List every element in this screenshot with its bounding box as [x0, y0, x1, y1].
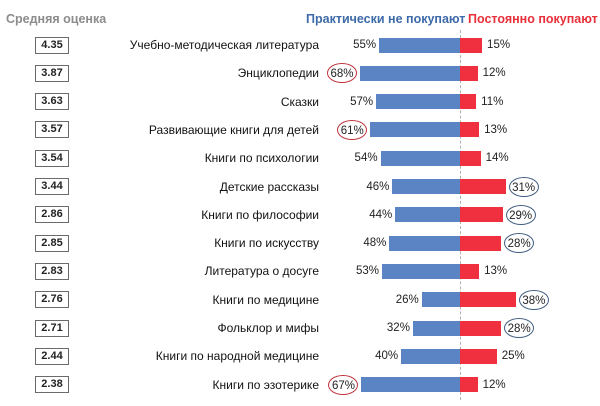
never-buy-bar: [395, 207, 460, 223]
category-label: Детские рассказы: [219, 179, 319, 194]
never-buy-bar: [389, 235, 460, 251]
always-buy-bar: [460, 65, 478, 81]
category-label: Книги по медицине: [212, 292, 319, 307]
average-score-badge: 2.76: [35, 291, 69, 309]
never-buy-value: 61%: [337, 119, 368, 140]
average-score-badge: 3.57: [35, 121, 69, 139]
always-buy-value: 28%: [504, 233, 535, 254]
never-buy-value: 44%: [369, 208, 393, 221]
never-buy-value: 46%: [366, 180, 390, 193]
always-buy-value: 31%: [508, 176, 539, 197]
always-buy-bar: [460, 235, 502, 251]
never-buy-value: 55%: [353, 39, 377, 51]
category-label: Развивающие книги для детей: [148, 122, 319, 137]
average-score-badge: 3.54: [35, 149, 69, 167]
always-buy-value: 12%: [482, 67, 506, 80]
always-buy-bar: [460, 37, 483, 53]
never-buy-value: 57%: [350, 95, 374, 108]
never-buy-value: 40%: [375, 350, 399, 363]
category-label: Книги по эзотерике: [212, 377, 319, 392]
category-label: Книги по философии: [201, 207, 319, 222]
average-score-badge: 2.85: [35, 234, 69, 252]
category-label: Книги по психологии: [204, 151, 319, 166]
never-buy-value: 53%: [356, 265, 380, 278]
always-buy-bar: [460, 122, 480, 138]
never-buy-value: 67%: [328, 374, 359, 395]
average-score-badge: 4.35: [35, 36, 69, 54]
never-buy-value: 32%: [386, 322, 410, 334]
category-label: Сказки: [280, 94, 319, 109]
category-label: Литература о досуге: [204, 264, 319, 279]
never-buy-bar: [382, 263, 460, 279]
category-label: Книги по искусству: [214, 236, 319, 251]
always-buy-bar: [460, 292, 516, 308]
always-buy-value: 29%: [505, 204, 536, 225]
average-score-badge: 3.63: [35, 93, 69, 111]
never-buy-bar: [370, 122, 460, 138]
average-score-badge: 2.44: [35, 347, 69, 365]
always-buy-value: 38%: [518, 289, 549, 310]
always-buy-bar: [460, 263, 480, 279]
always-buy-value: 28%: [504, 318, 535, 338]
always-buy-bar: [460, 320, 502, 336]
always-buy-bar: [460, 150, 481, 166]
always-buy-value: 14%: [485, 152, 509, 165]
average-score-badge: 3.44: [35, 178, 69, 195]
average-score-badge: 2.83: [35, 262, 69, 280]
never-buy-bar: [380, 150, 460, 166]
always-buy-value: 13%: [484, 265, 508, 278]
never-buy-bar: [412, 320, 460, 336]
average-score-badge: 2.71: [35, 319, 69, 337]
always-buy-bar: [460, 179, 506, 194]
never-buy-bar: [421, 292, 460, 308]
average-score-badge: 3.87: [35, 64, 69, 82]
never-buy-bar: [392, 179, 460, 194]
always-buy-header: Постоянно покупают: [468, 12, 598, 26]
never-buy-value: 48%: [363, 237, 387, 250]
always-buy-value: 15%: [487, 39, 511, 51]
always-buy-bar: [460, 207, 503, 223]
always-buy-value: 13%: [484, 123, 508, 136]
always-buy-bar: [460, 94, 477, 110]
always-buy-bar: [460, 348, 497, 364]
always-buy-bar: [460, 377, 478, 393]
average-score-badge: 2.38: [35, 376, 69, 394]
never-buy-header: Практически не покупают: [306, 12, 466, 26]
average-score-header: Средняя оценка: [6, 12, 107, 26]
always-buy-value: 12%: [482, 378, 506, 391]
category-label: Фольклор и мифы: [217, 321, 319, 335]
never-buy-bar: [401, 348, 460, 364]
always-buy-value: 25%: [501, 350, 525, 363]
never-buy-bar: [361, 377, 460, 393]
average-score-badge: 2.86: [35, 206, 69, 224]
never-buy-bar: [360, 65, 460, 81]
never-buy-bar: [379, 37, 460, 53]
never-buy-value: 26%: [395, 293, 419, 306]
never-buy-value: 54%: [354, 152, 378, 165]
never-buy-bar: [376, 94, 460, 110]
category-label: Учебно-методическая литература: [129, 38, 319, 52]
category-label: Энциклопедии: [237, 66, 319, 81]
category-label: Книги по народной медицине: [155, 349, 319, 364]
always-buy-value: 11%: [481, 95, 504, 108]
never-buy-value: 68%: [327, 63, 357, 84]
